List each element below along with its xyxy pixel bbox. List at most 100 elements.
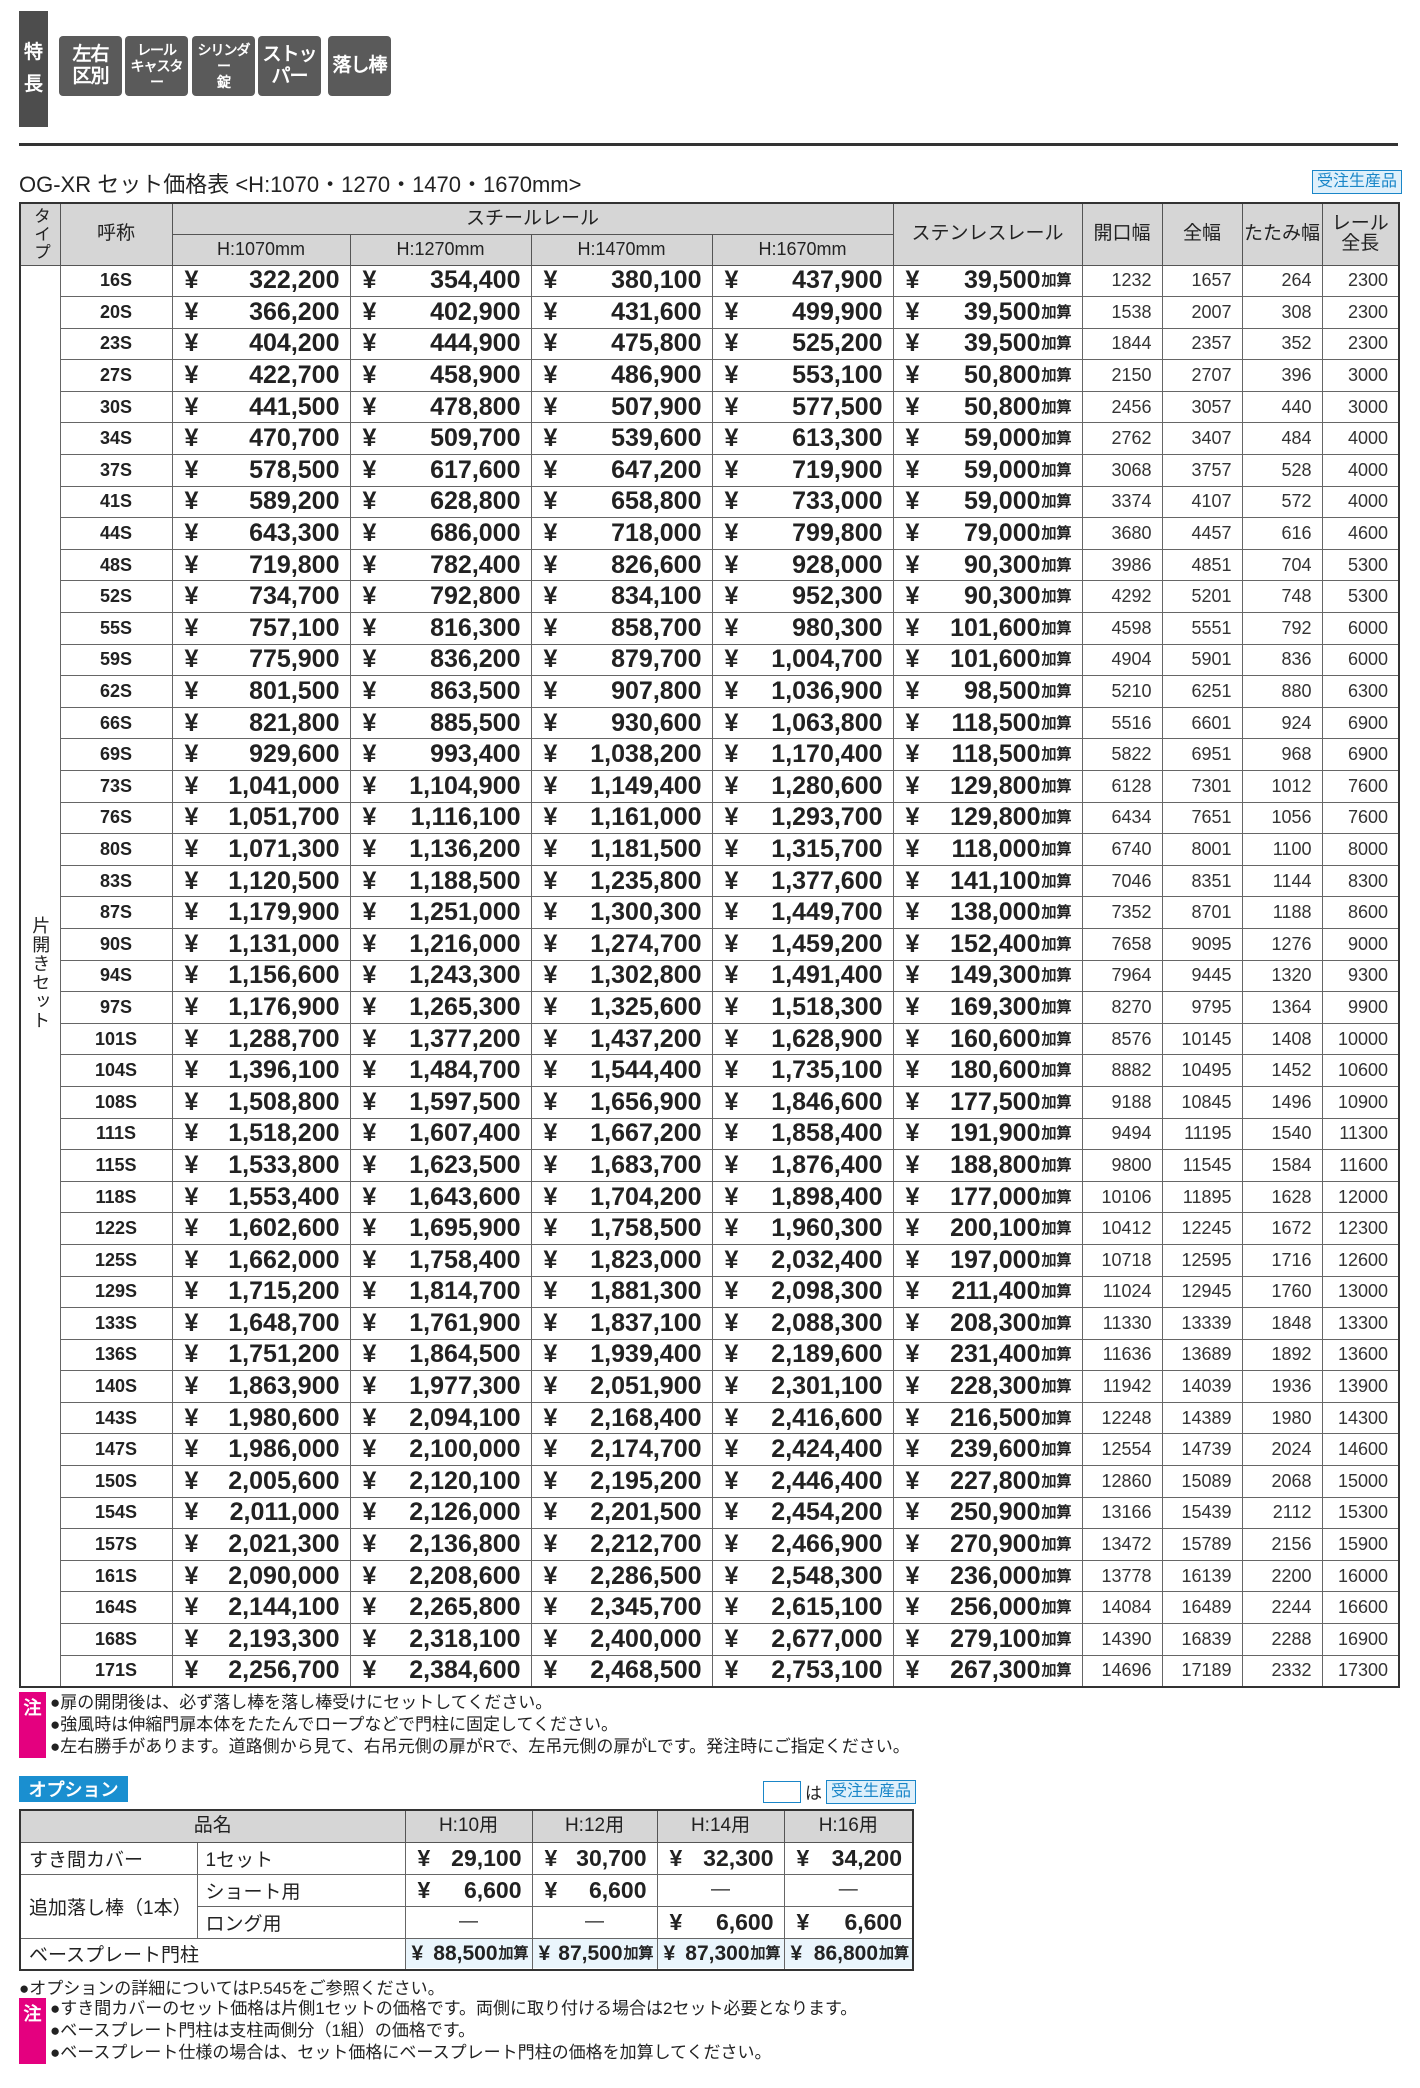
dimension: 1760 [1241, 1275, 1323, 1309]
yen-sign: ¥ [543, 645, 558, 674]
note-line: ●扉の開閉後は、必ず落し棒を落し棒受けにセットしてください。 [50, 1693, 553, 1712]
price-cell: ¥279,100 加算 [892, 1623, 1083, 1656]
yen-sign: ¥ [184, 1245, 199, 1274]
price-cell: ¥87,300 加算 [656, 1937, 785, 1971]
price-row: 41S ¥589,200 ¥628,800 ¥658,800 ¥733,000 ¥59,0… [20, 485, 1400, 519]
price-cell: ¥1,508,800 [171, 1085, 351, 1119]
price: ¥1,864,500 [351, 1340, 531, 1369]
dimension: 3986 [1081, 548, 1163, 582]
yen-sign: ¥ [362, 1466, 377, 1495]
dimension: 748 [1241, 580, 1323, 614]
price-value: 1,293,700 [771, 803, 883, 832]
yen-sign: ¥ [905, 1372, 920, 1401]
price-value: 2,144,100 [228, 1593, 340, 1622]
price: ¥1,459,200 [713, 930, 893, 959]
price-value: 2,189,600 [771, 1340, 883, 1369]
price: ¥2,753,100 [713, 1656, 893, 1685]
price-cell: ¥2,208,600 [349, 1559, 532, 1593]
price-value: 525,200 [792, 329, 883, 358]
price: ¥1,036,900 [713, 677, 893, 706]
price-value: 2,120,100 [409, 1466, 521, 1495]
dimension: 15089 [1161, 1465, 1243, 1498]
price-cell: ¥1,071,300 [171, 833, 351, 866]
price-value: 2,195,200 [590, 1466, 702, 1495]
header-item: 品名 [19, 1809, 406, 1843]
price-row: 118S ¥1,553,400 ¥1,643,600 ¥1,704,200 ¥1,898… [20, 1180, 1400, 1214]
price-cell: ¥422,700 [171, 359, 351, 392]
price-value: 1,656,900 [590, 1087, 702, 1116]
price: ¥1,735,100 [713, 1056, 893, 1085]
yen-sign: ¥ [184, 1182, 199, 1211]
price-cell: ¥39,500 加算 [892, 296, 1083, 329]
dimension: 4000 [1321, 422, 1400, 456]
price: ¥1,437,200 [532, 1025, 712, 1054]
yen-sign: ¥ [669, 1908, 683, 1935]
price: ¥59,000 加算 [894, 487, 1082, 516]
price: ¥980,300 [713, 614, 893, 643]
price: ¥792,800 [351, 582, 531, 611]
dimension: 1496 [1241, 1085, 1323, 1119]
dimension: 8600 [1321, 896, 1400, 929]
price: ¥1,396,100 [173, 1056, 350, 1085]
yen-sign: ¥ [362, 866, 377, 895]
price: ¥59,000 加算 [894, 456, 1082, 485]
price-value: 211,400 [951, 1277, 1041, 1306]
price-cell: ¥1,274,700 [530, 927, 713, 961]
price-cell: ¥2,021,300 [171, 1528, 351, 1561]
dimension: 4600 [1321, 517, 1400, 550]
price-cell: ¥952,300 [711, 580, 894, 614]
yen-sign: ¥ [184, 361, 199, 390]
price-value: 149,300 [950, 961, 1041, 990]
yen-sign: ¥ [905, 929, 920, 958]
row-name: 140S [59, 1370, 173, 1403]
price-cell: ¥1,837,100 [530, 1307, 713, 1340]
dimension: 5822 [1081, 738, 1163, 771]
price-value: 1,623,500 [409, 1150, 521, 1179]
price-value: 499,900 [792, 297, 883, 326]
yen-sign: ¥ [362, 487, 377, 516]
yen-sign: ¥ [724, 1624, 739, 1653]
price-cell: — [404, 1905, 533, 1939]
row-name: 16S [59, 264, 173, 298]
price: ¥718,000 [532, 519, 712, 548]
yen-sign: ¥ [543, 1087, 558, 1116]
surcharge-label: 加算 [879, 1945, 910, 1963]
dimension: 9445 [1161, 959, 1243, 993]
yen-sign: ¥ [362, 519, 377, 548]
row-name: 23S [59, 327, 173, 361]
surcharge-label: 加算 [1041, 1378, 1072, 1396]
yen-sign: ¥ [724, 961, 739, 990]
price: ¥354,400 [351, 266, 531, 295]
price-cell: ¥589,200 [171, 485, 351, 519]
yen-sign: ¥ [905, 1593, 920, 1622]
yen-sign: ¥ [184, 329, 199, 358]
price: ¥1,449,700 [713, 898, 893, 927]
price: ¥478,800 [351, 393, 531, 422]
yen-sign: ¥ [184, 455, 199, 484]
price-row: 101S ¥1,288,700 ¥1,377,200 ¥1,437,200 ¥1,628… [20, 1022, 1400, 1056]
price-value: 2,400,000 [590, 1624, 702, 1653]
price-cell: ¥1,156,600 [171, 959, 351, 993]
yen-sign: ¥ [543, 361, 558, 390]
dimension: 14389 [1161, 1401, 1243, 1435]
price-value: 929,600 [249, 740, 340, 769]
price-cell: ¥578,500 [171, 454, 351, 487]
price-value: 191,900 [950, 1119, 1041, 1148]
yen-sign: ¥ [543, 424, 558, 453]
dimension: 8576 [1081, 1022, 1163, 1056]
price-value: 1,216,000 [409, 929, 521, 958]
dimension: 7046 [1081, 864, 1163, 898]
dimension: 5300 [1321, 548, 1400, 582]
row-name: 157S [59, 1528, 173, 1561]
dimension: 8300 [1321, 864, 1400, 898]
price-value: 1,863,900 [228, 1372, 340, 1401]
options-table: 品名 H:10用 H:12用 H:14用 H:16用 すき間カバー 1セット ¥29,100 ¥… [19, 1809, 915, 1971]
price-value: 1,149,400 [590, 771, 702, 800]
yen-sign: ¥ [184, 392, 199, 421]
price: ¥1,695,900 [351, 1214, 531, 1243]
price-value: 422,700 [249, 361, 340, 390]
price-value: 1,758,400 [409, 1245, 521, 1274]
row-name: 73S [59, 770, 173, 803]
yen-sign: ¥ [905, 1466, 920, 1495]
yen-sign: ¥ [543, 1466, 558, 1495]
